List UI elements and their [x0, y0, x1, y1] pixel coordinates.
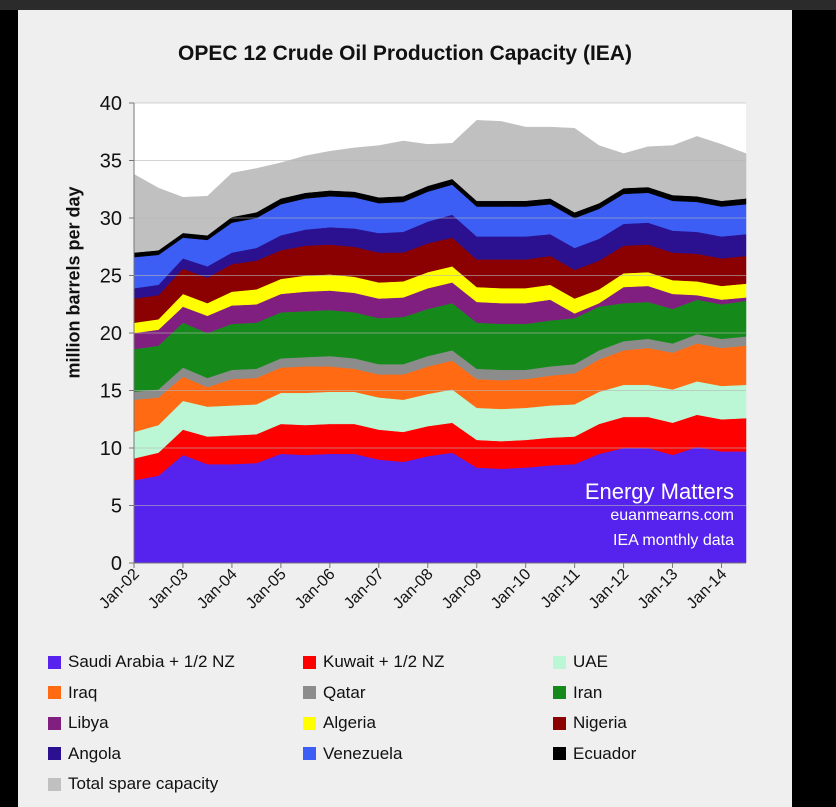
- x-tick-label: Jan-04: [194, 566, 241, 613]
- legend-item: Total spare capacity: [48, 774, 218, 794]
- legend-item: Qatar: [303, 683, 366, 703]
- legend-item: Angola: [48, 744, 121, 764]
- legend-label: Ecuador: [573, 743, 637, 763]
- x-tick-label: Jan-13: [635, 566, 682, 613]
- x-tick-label: Jan-08: [390, 566, 437, 613]
- y-tick-label: 25: [100, 266, 122, 288]
- legend-item: Saudi Arabia + 1/2 NZ: [48, 652, 235, 672]
- x-tick-label: Jan-07: [341, 566, 388, 613]
- legend-label: Iran: [573, 682, 603, 702]
- y-tick-label: 15: [100, 381, 122, 403]
- legend-item: Nigeria: [553, 713, 627, 733]
- legend-label: Saudi Arabia + 1/2 NZ: [68, 652, 235, 671]
- legend-swatch: [553, 716, 566, 730]
- legend-item: Ecuador: [553, 744, 636, 764]
- legend-swatch: [303, 747, 316, 760]
- legend-item: Venezuela: [303, 744, 402, 764]
- chart-title: OPEC 12 Crude Oil Production Capacity (I…: [178, 42, 632, 65]
- legend-swatch: [303, 686, 316, 699]
- y-tick-label: 10: [100, 438, 122, 460]
- legend-label: Iraq: [68, 682, 98, 702]
- x-tick-label: Jan-05: [243, 566, 290, 613]
- watermark-brand: Energy Matters: [584, 479, 734, 504]
- legend-item: Kuwait + 1/2 NZ: [303, 652, 444, 672]
- x-tick-label: Jan-11: [538, 566, 584, 612]
- legend-swatch: [303, 716, 316, 730]
- chart-panel: OPEC 12 Crude Oil Production Capacity (I…: [18, 10, 792, 807]
- watermark-source: IEA monthly data: [613, 532, 734, 549]
- y-tick-label: 20: [100, 323, 122, 345]
- x-tick-label: Jan-10: [488, 566, 535, 613]
- legend-item: Libya: [48, 713, 109, 733]
- legend-item: Algeria: [303, 713, 376, 733]
- legend-swatch: [48, 655, 61, 669]
- chart-svg: 0 5 10 15 20 25 30 35 40 Jan-02 Jan-03 Jan-04 Jan-0…: [96, 93, 747, 612]
- legend-swatch: [48, 716, 61, 730]
- x-tick-label: Jan-14: [684, 566, 731, 613]
- legend-swatch: [553, 686, 566, 699]
- legend-label: Qatar: [323, 682, 366, 702]
- legend-label: Total spare capacity: [68, 774, 219, 793]
- legend-item: Iraq: [48, 683, 97, 703]
- legend-swatch: [553, 655, 566, 669]
- y-axis-label: million barrels per day: [63, 186, 84, 379]
- legend-item: Iran: [553, 683, 602, 703]
- y-tick-label: 40: [100, 93, 122, 115]
- legend-label: Venezuela: [323, 743, 403, 763]
- legend-label: Libya: [68, 713, 109, 732]
- legend-item: UAE: [553, 652, 608, 672]
- y-tick-label: 35: [100, 151, 122, 173]
- x-tick-label: Jan-09: [439, 566, 486, 613]
- legend-label: Kuwait + 1/2 NZ: [323, 652, 445, 671]
- legend-label: Nigeria: [573, 713, 627, 732]
- legend-label: Algeria: [323, 713, 376, 732]
- y-tick-labels: 0 5 10 15 20 25 30 35 40: [100, 93, 134, 575]
- legend-swatch: [48, 777, 61, 791]
- gridlines: [134, 102, 746, 506]
- watermark-site: euanmearns.com: [610, 507, 734, 524]
- y-tick-label: 30: [100, 208, 122, 230]
- x-tick-label: Jan-12: [586, 566, 633, 613]
- legend-swatch: [48, 747, 61, 760]
- legend-swatch: [303, 655, 316, 669]
- y-tick-label: 5: [111, 496, 122, 518]
- legend-label: UAE: [573, 652, 608, 671]
- x-tick-label: Jan-06: [292, 566, 339, 613]
- legend-swatch: [553, 747, 566, 760]
- legend-swatch: [48, 686, 61, 699]
- x-tick-labels: Jan-02 Jan-03 Jan-04 Jan-05 Jan-06 Jan-07 Jan-…: [96, 563, 730, 612]
- y-tick-label: 0: [111, 553, 122, 575]
- window-top-bar: [0, 0, 836, 10]
- x-tick-label: Jan-03: [145, 566, 192, 613]
- area-total-spare-capacity: [133, 120, 747, 253]
- legend-label: Angola: [68, 743, 121, 763]
